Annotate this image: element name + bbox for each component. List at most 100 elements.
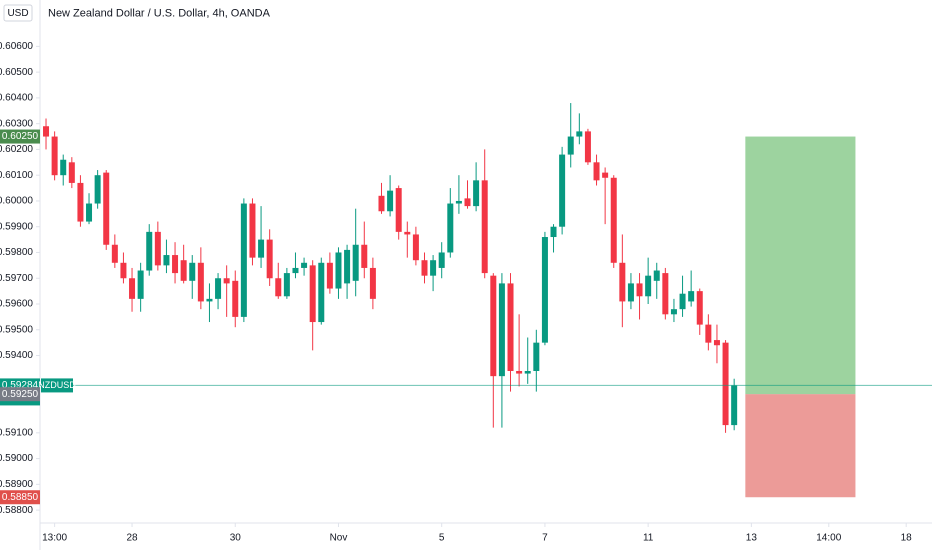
candle-body	[404, 231, 411, 235]
candle-body	[68, 162, 75, 183]
candle-body	[602, 172, 609, 178]
candle-body	[206, 298, 213, 302]
candle-body	[51, 136, 58, 176]
x-tick-label: Nov	[330, 533, 348, 544]
candle-body	[464, 198, 471, 207]
candle-body	[120, 262, 127, 279]
candle-body	[103, 172, 110, 245]
stop-price-box	[0, 490, 40, 505]
candle-body	[318, 262, 325, 323]
candle-body	[77, 182, 84, 222]
candle-body	[292, 267, 299, 274]
candle-body	[172, 255, 179, 274]
candle-body	[636, 283, 643, 297]
candle-body	[653, 270, 660, 281]
entry-price-label: 0.59250	[2, 389, 39, 400]
candle-body	[473, 180, 480, 207]
symbol-label: NZDUSD	[38, 380, 76, 390]
candle-body	[481, 180, 488, 274]
symbol-tag	[41, 378, 73, 393]
entry-price-box	[0, 387, 40, 402]
candle-body	[722, 342, 729, 426]
y-tick-label: 0.60500	[0, 67, 33, 78]
stop-zone	[745, 394, 856, 498]
candle-body	[352, 244, 359, 281]
candle-body	[395, 188, 402, 232]
candle-body	[43, 126, 50, 137]
y-tick-label: 0.60100	[0, 170, 33, 181]
candle-body	[490, 275, 497, 377]
candle-body	[662, 273, 669, 315]
candle-body	[627, 283, 634, 302]
candle-body	[550, 226, 557, 238]
candle-body	[197, 262, 204, 302]
candle-body	[94, 175, 101, 204]
candle-body	[180, 260, 187, 281]
candle-body	[232, 280, 239, 317]
candle-body	[541, 237, 548, 343]
candle-body	[688, 291, 695, 302]
candle-body	[378, 195, 385, 212]
target-zone	[745, 136, 856, 395]
candle-body	[249, 203, 256, 258]
currency-box[interactable]	[3, 4, 33, 22]
candle-body	[670, 309, 677, 315]
candle-body	[60, 159, 67, 176]
y-tick-label: 0.60400	[0, 93, 33, 104]
y-tick-label: 0.58800	[0, 505, 33, 516]
chart-title: New Zealand Dollar / U.S. Dollar, 4h, OA…	[48, 7, 271, 19]
candle-body	[335, 252, 342, 289]
candle-body	[610, 177, 617, 263]
candle-body	[576, 131, 583, 137]
candle-body	[679, 293, 686, 310]
candle-body	[189, 262, 196, 281]
candle-body	[430, 260, 437, 276]
y-tick-label: 0.59400	[0, 350, 33, 361]
candle-body	[361, 244, 368, 268]
candle-body	[111, 244, 118, 263]
target-price-label: 0.60250	[2, 131, 39, 142]
candle-body	[584, 131, 591, 163]
candle-body	[309, 265, 316, 323]
candle-body	[438, 252, 445, 268]
candle-body	[223, 278, 230, 284]
candle-body	[240, 203, 247, 317]
x-tick-label: 28	[126, 533, 138, 544]
candle-body	[498, 283, 505, 377]
candle-body	[344, 249, 351, 284]
candle-body	[533, 342, 540, 371]
candle-body	[86, 203, 93, 222]
candle-body	[258, 239, 265, 258]
y-tick-label: 0.58900	[0, 479, 33, 490]
candle-body	[137, 270, 144, 299]
candle-body	[524, 370, 531, 374]
y-tick-label: 0.60000	[0, 196, 33, 207]
y-tick-label: 0.59000	[0, 453, 33, 464]
candle-body	[713, 340, 720, 346]
x-tick-label: 13:00	[42, 533, 67, 544]
candle-body	[301, 262, 308, 268]
candle-body	[447, 203, 454, 253]
y-tick-label: 0.59700	[0, 273, 33, 284]
y-tick-label: 0.60600	[0, 41, 33, 52]
candle-body	[705, 324, 712, 343]
candle-body	[215, 278, 222, 299]
y-tick-label: 0.59800	[0, 247, 33, 258]
y-tick-label: 0.59600	[0, 299, 33, 310]
candle-body	[146, 231, 153, 271]
x-tick-label: 18	[901, 533, 913, 544]
candle-body	[275, 278, 282, 297]
x-tick-label: 13	[746, 533, 758, 544]
candle-body	[559, 154, 566, 227]
y-tick-label: 0.60200	[0, 144, 33, 155]
candle-body	[387, 190, 394, 212]
candle-body	[516, 370, 523, 374]
candle-body	[163, 255, 170, 266]
candle-body	[567, 136, 574, 155]
candle-body	[283, 273, 290, 297]
y-tick-label: 0.59900	[0, 221, 33, 232]
candle-body	[593, 162, 600, 181]
candle-body	[731, 385, 738, 426]
